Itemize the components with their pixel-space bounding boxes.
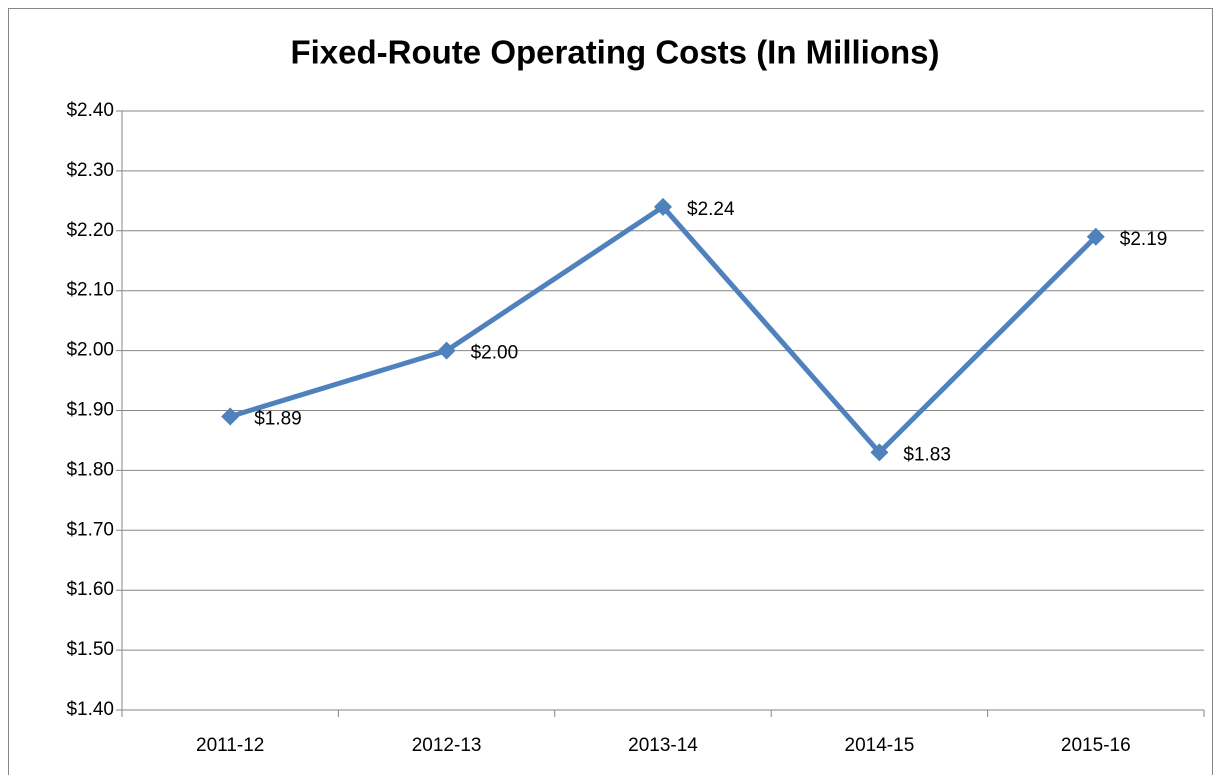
marker	[437, 341, 456, 360]
y-tick-label: $2.40	[66, 100, 114, 121]
marker	[654, 197, 672, 216]
x-tick-label: 2012-13	[412, 735, 482, 756]
x-tick-label: 2011-12	[196, 735, 264, 756]
marker	[221, 407, 240, 426]
data-label: $2.19	[1120, 229, 1168, 250]
data-label: $1.83	[903, 444, 951, 465]
x-tick-label: 2013-14	[628, 735, 698, 756]
y-tick-label: $1.80	[66, 459, 114, 480]
y-tick-label: $2.20	[66, 220, 114, 241]
data-label: $2.00	[471, 343, 519, 364]
data-label: $2.24	[687, 199, 735, 220]
data-label: $1.89	[254, 409, 302, 430]
y-tick-label: $1.40	[66, 699, 114, 720]
chart-title: Fixed-Route Operating Costs (In Millions…	[290, 34, 939, 71]
marker	[870, 443, 889, 462]
y-tick-label: $1.60	[66, 579, 114, 600]
y-tick-label: $2.30	[66, 160, 114, 181]
y-tick-label: $1.50	[66, 639, 114, 660]
x-tick-label: 2014-15	[845, 735, 915, 756]
marker	[1086, 227, 1105, 246]
y-tick-label: $1.70	[66, 519, 114, 540]
y-tick-label: $2.00	[66, 340, 114, 361]
chart-border	[8, 8, 1213, 775]
x-tick-label: 2015-16	[1061, 735, 1131, 756]
y-tick-label: $1.90	[66, 400, 114, 421]
y-tick-label: $2.10	[66, 280, 114, 301]
